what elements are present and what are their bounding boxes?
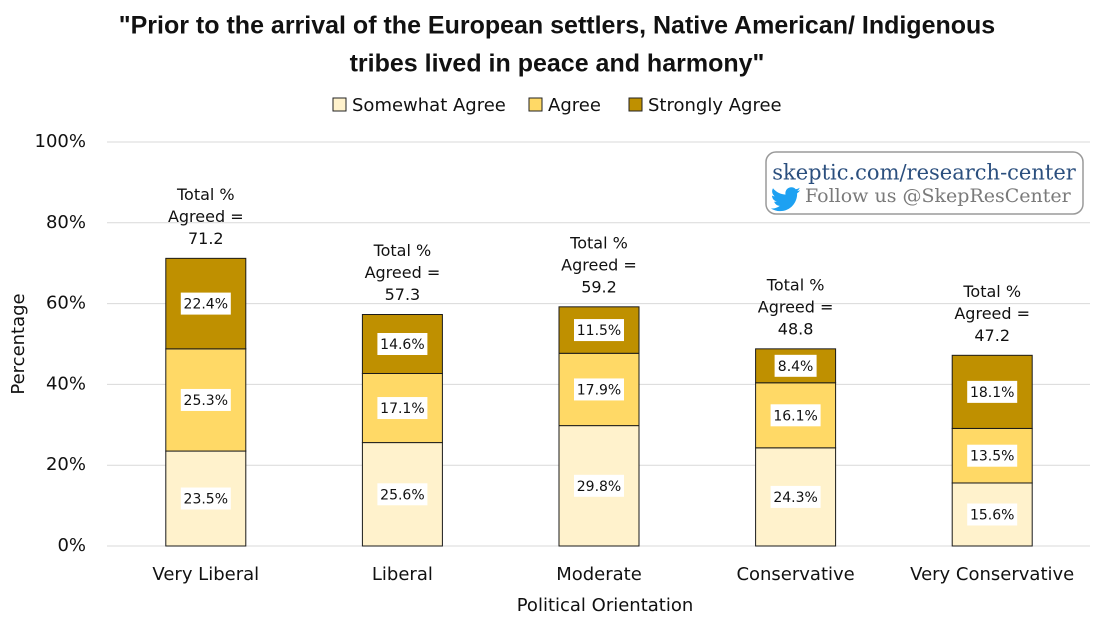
x-tick-label: Liberal: [372, 564, 433, 585]
total-value: 71.2: [188, 229, 224, 248]
total-annotation-line: Agreed =: [168, 207, 244, 226]
y-tick-label: 100%: [35, 131, 86, 152]
total-annotation-line: Total %: [766, 275, 825, 294]
total-annotation-line: Agreed =: [365, 263, 441, 282]
data-label: 25.3%: [184, 393, 228, 409]
data-label: 8.4%: [778, 359, 814, 375]
total-annotation-line: Agreed =: [954, 304, 1030, 323]
x-axis-title: Political Orientation: [517, 595, 694, 616]
legend-label: Agree: [548, 95, 601, 116]
chart-title: "Prior to the arrival of the European se…: [119, 12, 995, 78]
y-tick-label: 20%: [46, 454, 86, 475]
data-label: 22.4%: [184, 297, 228, 313]
data-label-box: [180, 388, 231, 411]
x-axis: Very Liberal Liberal Moderate Conservative V…: [152, 564, 1074, 616]
x-tick-label: Conservative: [736, 564, 854, 585]
legend-swatch: [628, 97, 643, 112]
data-label: 11.5%: [577, 323, 621, 339]
legend-label: Strongly Agree: [648, 95, 782, 116]
data-label: 17.9%: [577, 382, 621, 398]
chart-title-line: "Prior to the arrival of the European se…: [119, 12, 995, 40]
data-label: 23.5%: [184, 492, 228, 508]
total-annotation-line: Agreed =: [561, 255, 637, 274]
data-label: 29.8%: [577, 479, 621, 495]
data-label-box: [967, 444, 1018, 467]
legend-swatch: [528, 97, 543, 112]
data-label-box: [770, 404, 821, 427]
watermark: skeptic.com/research-center Follow us @S…: [765, 151, 1084, 215]
watermark-box: [765, 151, 1084, 215]
bar-stack: 23.5% 25.3% 22.4%: [165, 257, 247, 547]
bar-stack: 25.6% 17.1% 14.6%: [361, 314, 443, 547]
total-annotation: Total % Agreed = 59.2: [561, 233, 637, 296]
bar-segment: [951, 427, 1033, 484]
x-tick-label: Moderate: [556, 564, 642, 585]
twitter-bird-icon: [770, 187, 801, 212]
x-tick-label: Very Liberal: [152, 564, 259, 585]
legend: Somewhat Agree Agree Strongly Agree: [332, 95, 782, 116]
data-label-box: [377, 333, 428, 355]
data-label: 17.1%: [380, 401, 424, 417]
y-axis: 0% 20% 40% 60% 80% 100% Percentage: [8, 131, 86, 556]
y-tick-label: 60%: [46, 293, 86, 314]
data-label-box: [574, 474, 624, 497]
data-label-box: [377, 397, 428, 420]
y-tick-label: 40%: [46, 373, 86, 394]
total-value: 59.2: [581, 277, 617, 296]
bar-segment: [165, 450, 247, 547]
bar-stack: 15.6% 13.5% 18.1%: [951, 354, 1033, 547]
x-tick-label: Very Conservative: [910, 564, 1074, 585]
data-label-box: [967, 380, 1018, 403]
watermark-url: skeptic.com/research-center: [772, 161, 1077, 185]
data-label-box: [774, 354, 817, 377]
total-value: 48.8: [778, 319, 814, 338]
total-annotation: Total % Agreed = 47.2: [954, 282, 1030, 345]
bar-stack: 29.8% 17.9% 11.5%: [558, 306, 640, 547]
total-annotation-line: Total %: [569, 233, 628, 252]
total-annotation: Total % Agreed = 71.2: [168, 185, 244, 248]
data-label-box: [377, 483, 428, 506]
data-label: 16.1%: [773, 408, 817, 424]
data-label-box: [180, 487, 231, 510]
y-axis-title: Percentage: [8, 293, 29, 394]
legend-swatch: [332, 97, 347, 112]
legend-label: Somewhat Agree: [352, 95, 506, 116]
data-label-box: [967, 503, 1018, 526]
total-value: 57.3: [385, 285, 421, 304]
data-label-box: [574, 319, 624, 342]
data-label: 18.1%: [970, 385, 1014, 401]
data-label: 13.5%: [970, 449, 1014, 465]
total-annotation-line: Total %: [962, 282, 1021, 301]
total-value: 47.2: [974, 326, 1010, 345]
total-annotation: Total % Agreed = 48.8: [758, 275, 834, 338]
bars: 23.5% 25.3% 22.4% Total % Agreed = 71.2 25.6% 1…: [165, 185, 1033, 547]
chart-title-line: tribes lived in peace and harmony": [350, 50, 765, 78]
data-label: 15.6%: [970, 507, 1014, 523]
total-annotation-line: Total %: [176, 185, 235, 204]
data-label: 24.3%: [773, 490, 817, 506]
y-tick-label: 0%: [57, 535, 86, 556]
data-label: 14.6%: [380, 337, 424, 353]
total-annotation: Total % Agreed = 57.3: [365, 241, 441, 304]
bar-segment: [755, 382, 837, 449]
total-annotation-line: Total %: [373, 241, 432, 260]
bar-stack: 24.3% 16.1% 8.4%: [755, 348, 837, 547]
total-annotation-line: Agreed =: [758, 297, 834, 316]
data-label-box: [770, 485, 821, 508]
data-label: 25.6%: [380, 487, 424, 503]
y-tick-label: 80%: [46, 212, 86, 233]
data-label-box: [574, 378, 624, 401]
data-label-box: [180, 292, 231, 315]
watermark-follow: Follow us @SkepResCenter: [805, 185, 1072, 207]
